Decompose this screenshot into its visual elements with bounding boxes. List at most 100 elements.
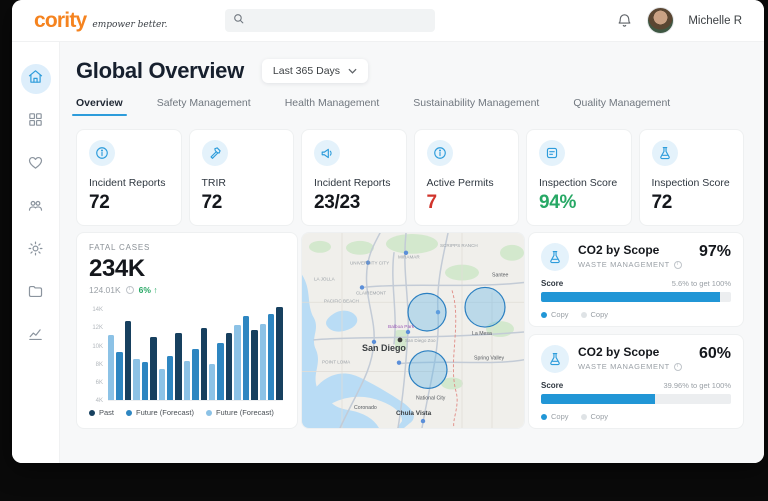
top-bar: cority empower better. Michelle R xyxy=(12,0,764,42)
co2-card-header: CO2 by ScopeWASTE MANAGEMENTi97% xyxy=(541,243,731,271)
users-icon xyxy=(27,197,44,219)
notifications-bell-icon[interactable] xyxy=(616,12,633,29)
bar-medium xyxy=(167,356,173,400)
user-name[interactable]: Michelle R xyxy=(688,15,742,27)
progress-bar xyxy=(541,394,731,404)
bar-dark xyxy=(276,307,282,400)
co2-legend-item-1[interactable]: Copy xyxy=(581,412,609,421)
tab-overview[interactable]: Overview xyxy=(76,97,123,116)
date-range-dropdown[interactable]: Last 365 Days xyxy=(262,59,368,83)
sidebar-item-analytics[interactable] xyxy=(21,322,51,352)
hammer-icon xyxy=(202,140,228,166)
fatal-cases-bar-chart: 14K12K10K8K6K4K xyxy=(89,303,285,401)
score-row: Score5.6% to get 100% xyxy=(541,279,731,288)
bar-light xyxy=(184,361,190,400)
legend-item-future-forecast[interactable]: Future (Forecast) xyxy=(126,408,194,417)
fatal-cases-label: FATAL CASES xyxy=(89,243,285,252)
legend-item-past[interactable]: Past xyxy=(89,408,114,417)
legend-item-future-forecast[interactable]: Future (Forecast) xyxy=(206,408,274,417)
bar-dark xyxy=(175,333,181,400)
map-label-park: Balboa Park xyxy=(388,324,415,330)
zoo-poi-marker[interactable] xyxy=(398,338,403,343)
fatal-cases-delta: 6% ↑ xyxy=(139,285,158,295)
y-tick-label: 6K xyxy=(96,380,103,386)
bar-dark xyxy=(226,333,232,400)
kpi-card-incident-reports-2[interactable]: Incident Reports23/23 xyxy=(301,129,407,226)
kpi-card-inspection-score-4[interactable]: Inspection Score94% xyxy=(526,129,632,226)
kpi-card-incident-reports-0[interactable]: Incident Reports72 xyxy=(76,129,182,226)
kpi-card-trir-1[interactable]: TRIR72 xyxy=(189,129,295,226)
progress-fill xyxy=(541,292,720,302)
y-tick-label: 4K xyxy=(96,398,103,404)
co2-card-subtitle: WASTE MANAGEMENTi xyxy=(578,260,690,269)
home-icon xyxy=(27,68,44,90)
legend-label: Copy xyxy=(551,412,569,421)
tab-safety-management[interactable]: Safety Management xyxy=(157,97,251,116)
legend-dot xyxy=(541,312,547,318)
kpi-value: 72 xyxy=(89,192,169,214)
logo-tagline: empower better. xyxy=(92,20,167,30)
co2-card-0[interactable]: CO2 by ScopeWASTE MANAGEMENTi97%Score5.6… xyxy=(528,232,744,327)
bar-medium xyxy=(116,352,122,401)
bar-light xyxy=(260,324,266,400)
info-icon[interactable]: i xyxy=(674,261,682,269)
y-axis: 14K12K10K8K6K4K xyxy=(89,303,105,401)
kpi-label: Inspection Score xyxy=(652,177,732,189)
flask-icon xyxy=(541,243,569,271)
main-content: Global Overview Last 365 Days Overview Sa… xyxy=(60,42,764,463)
legend-dot xyxy=(89,410,95,416)
info-icon[interactable]: i xyxy=(126,286,134,294)
tab-sustainability-management[interactable]: Sustainability Management xyxy=(413,97,539,116)
sidebar-item-home[interactable] xyxy=(21,64,51,94)
map-label: National City xyxy=(416,395,446,401)
sidebar-item-files[interactable] xyxy=(21,279,51,309)
kpi-row: Incident Reports72TRIR72Incident Reports… xyxy=(76,129,744,226)
info-icon xyxy=(89,140,115,166)
search-input[interactable] xyxy=(251,15,428,27)
bar-medium xyxy=(243,316,249,400)
sidebar-item-teams[interactable] xyxy=(21,193,51,223)
kpi-card-inspection-score-5[interactable]: Inspection Score72 xyxy=(639,129,745,226)
map-label: Spring Valley xyxy=(474,356,505,362)
co2-legend-item-0[interactable]: Copy xyxy=(541,412,569,421)
co2-legend-item-0[interactable]: Copy xyxy=(541,310,569,319)
map-label-chula-vista: Chula Vista xyxy=(396,410,432,417)
page-title: Global Overview xyxy=(76,58,244,84)
fatal-cases-card: FATAL CASES 234K 124.01K i 6% ↑ 14K12K10… xyxy=(76,232,298,429)
legend-label: Copy xyxy=(591,310,609,319)
co2-legend-item-1[interactable]: Copy xyxy=(581,310,609,319)
chevron-down-icon xyxy=(348,65,357,77)
fatal-cases-secondary-value: 124.01K xyxy=(89,285,121,295)
megaphone-icon xyxy=(314,140,340,166)
date-range-value: Last 365 Days xyxy=(273,65,340,77)
info-icon[interactable]: i xyxy=(674,363,682,371)
bar-dark xyxy=(251,330,257,400)
bar-medium xyxy=(142,362,148,400)
sidebar-item-favorites[interactable] xyxy=(21,150,51,180)
kpi-value: 23/23 xyxy=(314,192,394,214)
co2-card-value: 60% xyxy=(699,345,731,363)
score-label: Score xyxy=(541,381,563,390)
co2-card-1[interactable]: CO2 by ScopeWASTE MANAGEMENTi60%Score39.… xyxy=(528,334,744,429)
bar-light xyxy=(209,364,215,400)
tab-health-management[interactable]: Health Management xyxy=(285,97,380,116)
tab-quality-management[interactable]: Quality Management xyxy=(573,97,670,116)
legend-dot xyxy=(206,410,212,416)
note-icon xyxy=(539,140,565,166)
sidebar-item-apps[interactable] xyxy=(21,107,51,137)
user-avatar[interactable] xyxy=(647,7,674,34)
legend-dot xyxy=(541,414,547,420)
y-tick-label: 12K xyxy=(92,325,103,331)
fatal-cases-value: 234K xyxy=(89,255,285,283)
progress-fill xyxy=(541,394,655,404)
search-bar[interactable] xyxy=(225,9,435,32)
co2-card-title: CO2 by Scope xyxy=(578,243,690,257)
y-tick-label: 10K xyxy=(92,344,103,350)
bar-medium xyxy=(192,349,198,400)
bar-light xyxy=(133,359,139,400)
kpi-card-active-permits-3[interactable]: Active Permits7 xyxy=(414,129,520,226)
legend-label: Future (Forecast) xyxy=(216,408,274,417)
map-panel[interactable]: LA JOLLA PACIFIC BEACH CLAIREMONT UNIVER… xyxy=(301,232,525,429)
map-label: La Mesa xyxy=(472,331,492,337)
sidebar-item-settings[interactable] xyxy=(21,236,51,266)
